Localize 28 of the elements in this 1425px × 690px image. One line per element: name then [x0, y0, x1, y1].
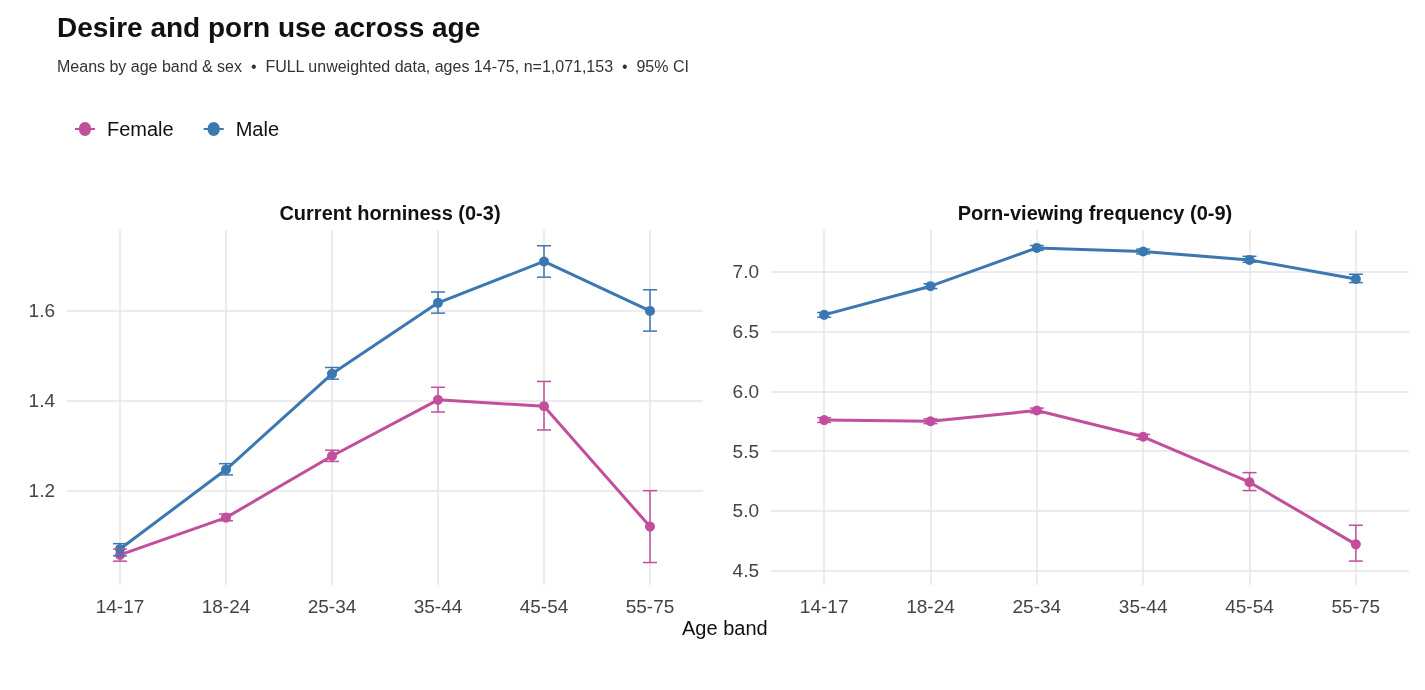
- x-tick-label: 14-17: [799, 596, 849, 617]
- x-axis-title: Age band: [682, 617, 768, 639]
- y-tick-label: 7.0: [732, 261, 759, 283]
- x-tick-label: 18-24: [906, 596, 956, 617]
- x-tick-label: 25-34: [307, 596, 357, 617]
- x-tick-label: 35-44: [1118, 596, 1168, 617]
- y-tick-label: 1.4: [28, 390, 56, 412]
- y-tick-label: 4.5: [732, 560, 759, 582]
- legend-label: Female: [107, 118, 174, 140]
- y-tick-label: 1.2: [28, 480, 55, 502]
- chart-title: Current horniness (0-3): [279, 202, 501, 224]
- y-tick-label: 6.0: [732, 380, 759, 402]
- y-tick-label: 1.6: [28, 300, 55, 322]
- x-tick-label: 55-75: [1331, 596, 1381, 617]
- legend-label: Male: [235, 118, 280, 140]
- y-tick-label: 5.5: [732, 440, 759, 462]
- x-tick-label: 35-44: [413, 596, 463, 617]
- x-tick-label: 14-17: [95, 596, 145, 617]
- x-tick-label: 55-75: [625, 596, 675, 617]
- chart-title: Porn-viewing frequency (0-9): [957, 202, 1233, 224]
- x-tick-label: 18-24: [201, 596, 251, 617]
- x-tick-label: 45-54: [1225, 596, 1275, 617]
- y-tick-label: 6.5: [732, 321, 759, 343]
- text: Means by age band & sex • FULL unweighted data, ages 14-75, n=1,071,153 • 95% CI: [57, 58, 689, 76]
- y-tick-label: 5.0: [732, 500, 759, 522]
- x-tick-label: 25-34: [1012, 596, 1062, 617]
- x-tick-label: 45-54: [519, 596, 569, 617]
- text: Desire and porn use across age: [57, 12, 481, 44]
